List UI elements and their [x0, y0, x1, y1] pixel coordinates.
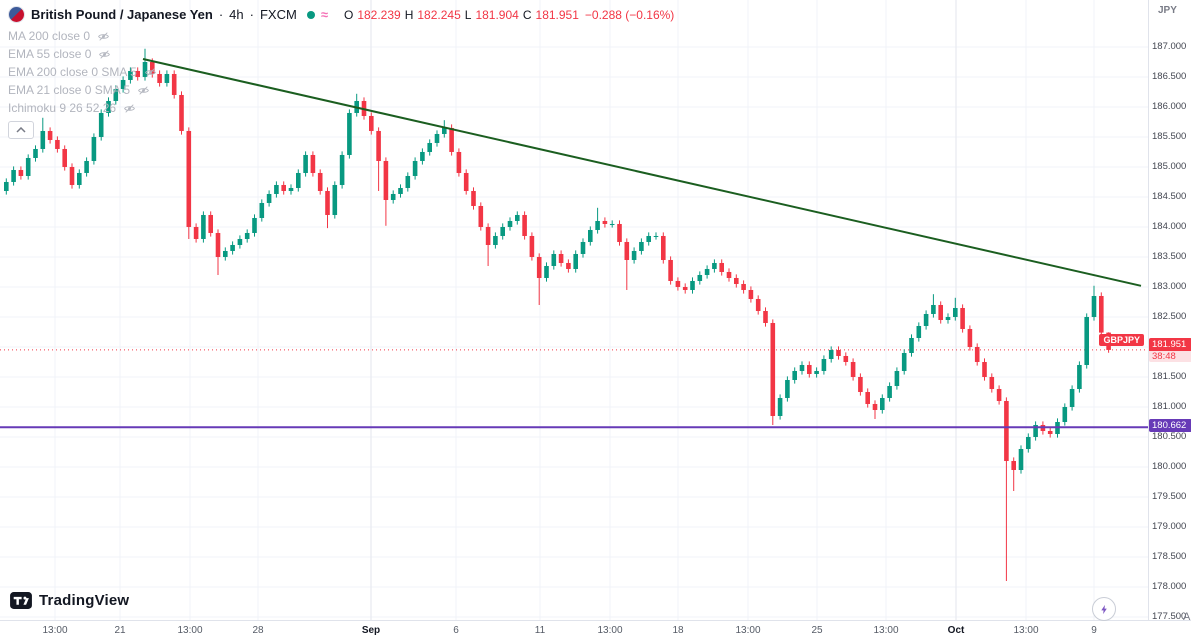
exchange-label[interactable]: FXCM — [259, 7, 297, 22]
tradingview-logo-text: TradingView — [39, 592, 130, 609]
high-label: H — [404, 7, 414, 22]
indicator-label: EMA 21 close 0 SMA 5 — [8, 83, 131, 97]
status-dot-icon[interactable] — [306, 10, 315, 19]
eye-off-icon[interactable] — [143, 66, 158, 79]
current-price-badge: 181.951 38:48 — [1149, 337, 1191, 362]
current-price-value: 181.951 — [1149, 337, 1191, 351]
symbol-logo-icon — [8, 6, 25, 23]
price-tick-label: 186.000 — [1152, 100, 1187, 112]
price-tick-label: 183.500 — [1152, 250, 1187, 262]
time-tick-label: 13:00 — [177, 625, 203, 636]
open-label: O — [343, 7, 354, 22]
eye-off-icon[interactable] — [97, 48, 112, 61]
indicator-legend-row[interactable]: EMA 21 close 0 SMA 5 — [8, 81, 674, 99]
indicator-legend-row[interactable]: EMA 200 close 0 SMA 5 — [8, 63, 674, 81]
high-value: 182.245 — [417, 7, 461, 22]
chart-plot-area[interactable]: British Pound / Japanese Yen · 4h · FXCM… — [0, 0, 1148, 620]
tradingview-logo-icon — [10, 592, 32, 609]
indicator-legend-row[interactable]: Ichimoku 9 26 52 26 — [8, 99, 674, 117]
price-tick-label: 181.500 — [1152, 370, 1187, 382]
lightning-icon — [1099, 603, 1110, 616]
time-tick-label: 6 — [453, 625, 459, 636]
price-tick-label: 182.500 — [1152, 310, 1187, 322]
price-tick-label: 183.000 — [1152, 280, 1187, 292]
price-tick-label: 177.500 — [1152, 610, 1187, 622]
time-axis[interactable]: 13:00 21 13:00 28 Sep 6 11 13:00 18 13:00 25 13:00 O… — [0, 620, 1191, 641]
price-axis[interactable]: JPY 187.000 186.500 186.000 185.500 185.000 1… — [1148, 0, 1191, 622]
timeframe-label[interactable]: 4h — [229, 7, 244, 22]
price-tick-label: 180.000 — [1152, 460, 1187, 472]
time-tick-label: 13:00 — [597, 625, 623, 636]
price-tick-label: 179.500 — [1152, 490, 1187, 502]
time-tick-label: 9 — [1091, 625, 1097, 636]
price-tick-label: 181.000 — [1152, 400, 1187, 412]
symbol-price-tag: GBPJPY — [1099, 333, 1144, 346]
low-value: 181.904 — [475, 7, 519, 22]
indicator-legend-row[interactable]: EMA 55 close 0 — [8, 45, 674, 63]
indicator-label: EMA 55 close 0 — [8, 47, 92, 61]
level-price-badge: 180.662 — [1149, 419, 1191, 433]
price-tick-label: 178.500 — [1152, 550, 1187, 562]
time-tick-label: Oct — [947, 625, 965, 636]
eye-off-icon[interactable] — [96, 30, 111, 43]
indicator-label: EMA 200 close 0 SMA 5 — [8, 65, 137, 79]
ohlc-readout: O 182.239 H 182.245 L 181.904 C 181.951 … — [344, 8, 674, 22]
price-tick-label: 180.500 — [1152, 430, 1187, 442]
eye-off-icon[interactable] — [122, 102, 137, 115]
time-tick-label: 28 — [252, 625, 264, 636]
indicator-label: MA 200 close 0 — [8, 29, 91, 43]
price-tick-label: 184.500 — [1152, 190, 1187, 202]
legend-collapse-button[interactable] — [8, 121, 34, 139]
time-tick-label: 11 — [534, 625, 546, 636]
price-tick-label: 179.000 — [1152, 520, 1187, 532]
time-tick-label: 13:00 — [873, 625, 899, 636]
change-value: −0.288 (−0.16%) — [584, 7, 675, 22]
title-separator: · — [218, 7, 224, 22]
price-tick-label: 184.000 — [1152, 220, 1187, 232]
close-label: C — [522, 7, 532, 22]
tradingview-logo[interactable]: TradingView — [10, 592, 129, 609]
price-tick-label: 186.500 — [1152, 70, 1187, 82]
time-tick-label: 21 — [114, 625, 126, 636]
indicator-legend-row[interactable]: MA 200 close 0 — [8, 27, 674, 45]
axis-corner-label[interactable]: A — [1183, 611, 1191, 623]
chart-legend: British Pound / Japanese Yen · 4h · FXCM… — [8, 6, 674, 139]
time-tick-label: Sep — [361, 625, 381, 636]
close-value: 181.951 — [535, 7, 579, 22]
price-tick-label: 185.500 — [1152, 130, 1187, 142]
price-axis-currency: JPY — [1158, 5, 1177, 16]
time-tick-label: 13:00 — [1013, 625, 1039, 636]
price-tick-label: 187.000 — [1152, 40, 1187, 52]
time-tick-label: 25 — [811, 625, 823, 636]
indicator-label: Ichimoku 9 26 52 26 — [8, 101, 117, 115]
title-separator: · — [249, 7, 254, 22]
quick-action-button[interactable] — [1092, 597, 1116, 621]
wave-icon[interactable]: ≈ — [320, 7, 328, 22]
open-value: 182.239 — [357, 7, 401, 22]
chevron-up-icon — [16, 127, 26, 133]
bar-countdown: 38:48 — [1149, 350, 1191, 362]
price-chart-svg[interactable] — [0, 0, 1148, 620]
indicator-legend-list: MA 200 close 0 EMA 55 close 0 EMA 200 cl… — [8, 27, 674, 117]
price-tick-label: 185.000 — [1152, 160, 1187, 172]
symbol-title-row[interactable]: British Pound / Japanese Yen · 4h · FXCM… — [8, 6, 674, 23]
eye-off-icon[interactable] — [136, 84, 151, 97]
price-tick-label: 178.000 — [1152, 580, 1187, 592]
symbol-name[interactable]: British Pound / Japanese Yen — [31, 7, 213, 22]
low-label: L — [464, 7, 472, 22]
time-tick-label: 18 — [672, 625, 684, 636]
time-tick-label: 13:00 — [735, 625, 761, 636]
time-tick-label: 13:00 — [42, 625, 68, 636]
